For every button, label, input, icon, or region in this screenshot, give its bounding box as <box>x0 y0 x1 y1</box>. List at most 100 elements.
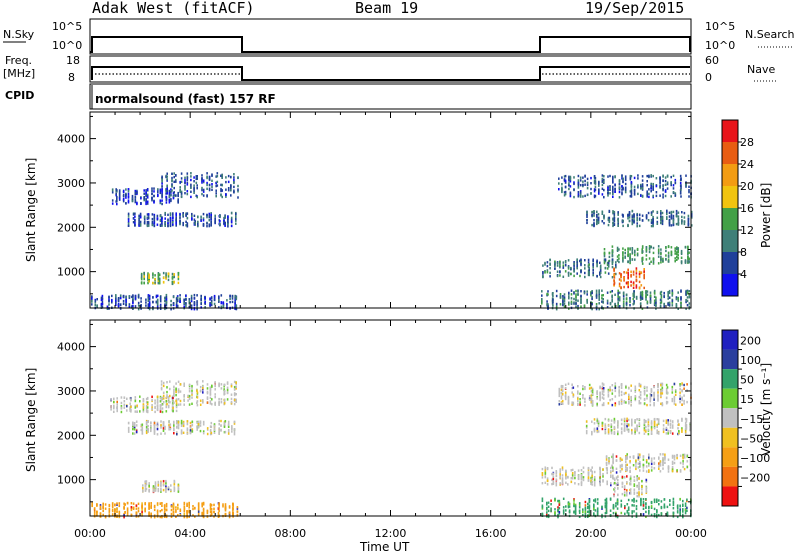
echo-cell <box>671 224 673 226</box>
echo-cell <box>592 274 594 276</box>
echo-cell <box>594 476 596 478</box>
echo-cell <box>672 456 674 458</box>
echo-cell <box>210 217 212 219</box>
echo-cell <box>173 191 175 193</box>
echo-cell <box>136 431 138 433</box>
echo-cell <box>105 508 107 510</box>
echo-cell <box>573 270 575 272</box>
echo-cell <box>148 274 150 276</box>
echo-cell <box>134 428 136 430</box>
echo-cell <box>624 392 626 394</box>
echo-cell <box>164 222 166 224</box>
power-y-axis-label: Slant Range [km] <box>24 158 38 262</box>
echo-cell <box>652 218 654 220</box>
echo-cell <box>614 487 616 489</box>
echo-cell <box>648 219 650 221</box>
echo-cell <box>596 263 598 265</box>
echo-cell <box>679 388 681 390</box>
echo-cell <box>626 489 628 491</box>
echo-cell <box>679 395 681 397</box>
echo-cell <box>94 507 96 509</box>
echo-cell <box>140 202 142 204</box>
echo-cell <box>560 295 562 297</box>
echo-cell <box>234 388 236 390</box>
echo-cell <box>131 509 133 511</box>
echo-cell <box>214 393 216 395</box>
echo-cell <box>124 407 126 409</box>
echo-cell <box>628 424 630 426</box>
echo-cell <box>630 271 632 273</box>
echo-cell <box>623 305 625 307</box>
echo-cell <box>184 182 186 184</box>
nave-tick-bottom: 0 <box>705 71 712 84</box>
echo-cell <box>629 257 631 259</box>
echo-cell <box>639 273 641 275</box>
echo-cell <box>670 195 672 197</box>
echo-cell <box>234 381 236 383</box>
echo-cell <box>225 509 227 511</box>
date-title: 19/Sep/2015 <box>585 0 684 17</box>
echo-cell <box>547 271 549 273</box>
echo-cell <box>144 218 146 220</box>
echo-cell <box>135 406 137 408</box>
echo-cell <box>651 422 653 424</box>
echo-cell <box>561 188 563 190</box>
echo-cell <box>561 176 563 178</box>
echo-cell <box>640 187 642 189</box>
echo-cell <box>636 297 638 299</box>
echo-cell <box>595 195 597 197</box>
echo-cell <box>688 252 690 254</box>
echo-cell <box>620 279 622 281</box>
echo-cell <box>672 432 674 434</box>
echo-cell <box>670 426 672 428</box>
echo-cell <box>210 397 212 399</box>
echo-cell <box>113 407 115 409</box>
echo-cell <box>144 508 146 510</box>
echo-cell <box>574 482 576 484</box>
echo-cell <box>200 295 202 297</box>
echo-cell <box>141 278 143 280</box>
echo-cell <box>96 511 98 513</box>
echo-cell <box>154 402 156 404</box>
echo-cell <box>192 421 194 423</box>
echo-cell <box>612 196 614 198</box>
echo-cell <box>169 190 171 192</box>
echo-cell <box>170 428 172 430</box>
echo-cell <box>227 387 229 389</box>
echo-cell <box>237 188 239 190</box>
echo-cell <box>681 429 683 431</box>
echo-cell <box>565 193 567 195</box>
echo-cell <box>602 301 604 303</box>
echo-cell <box>201 189 203 191</box>
echo-cell <box>155 486 157 488</box>
echo-cell <box>197 383 199 385</box>
echo-cell <box>612 389 614 391</box>
nsky-label: N.Sky <box>3 28 35 41</box>
echo-cell <box>115 298 117 300</box>
echo-cell <box>628 397 630 399</box>
echo-cell <box>145 299 147 301</box>
echo-cell <box>572 476 574 478</box>
echo-cell <box>617 219 619 221</box>
echo-cell <box>209 304 211 306</box>
cpid-text: normalsound (fast) 157 RF <box>95 92 276 106</box>
echo-cell <box>225 431 227 433</box>
echo-cell <box>559 395 561 397</box>
echo-cell <box>228 432 230 434</box>
echo-cell <box>132 195 134 197</box>
echo-cell <box>562 477 564 479</box>
echo-cell <box>130 398 132 400</box>
echo-cell <box>660 453 662 455</box>
echo-cell <box>636 279 638 281</box>
echo-cell <box>630 480 632 482</box>
echo-cell <box>210 214 212 216</box>
echo-cell <box>662 220 664 222</box>
echo-cell <box>636 219 638 221</box>
echo-cell <box>660 460 662 462</box>
echo-cell <box>167 225 169 227</box>
echo-cell <box>576 259 578 261</box>
echo-cell <box>639 214 641 216</box>
echo-cell <box>160 510 162 512</box>
echo-cell <box>676 256 678 258</box>
echo-cell <box>138 302 140 304</box>
